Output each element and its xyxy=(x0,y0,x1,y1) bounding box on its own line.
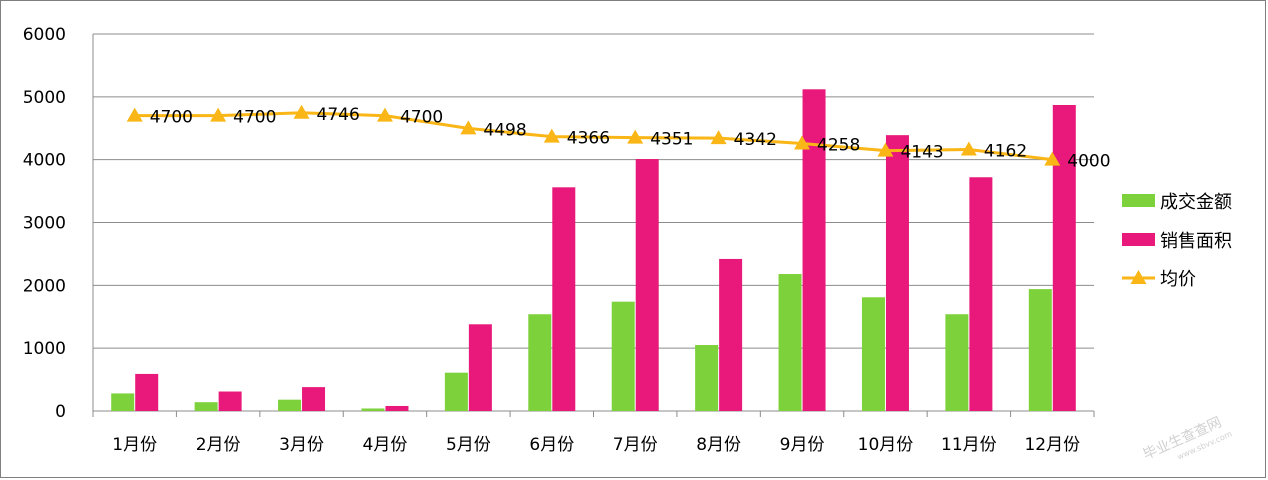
point-marker xyxy=(126,107,143,122)
bar xyxy=(444,372,468,411)
legend-label: 均价 xyxy=(1160,269,1196,290)
data-label: 4700 xyxy=(150,108,193,128)
x-tick-label: 7月份 xyxy=(613,435,658,455)
data-label: 4498 xyxy=(483,120,526,140)
point-marker xyxy=(293,104,310,119)
grid-lines xyxy=(92,33,1095,417)
data-label: 4700 xyxy=(233,108,276,128)
point-marker xyxy=(960,141,977,156)
bar xyxy=(552,187,576,411)
x-tick-label: 9月份 xyxy=(780,435,825,455)
data-label: 4366 xyxy=(567,129,610,149)
bar xyxy=(1052,105,1076,412)
point-marker xyxy=(627,129,644,144)
point-marker xyxy=(794,135,811,150)
x-tick-label: 6月份 xyxy=(529,435,574,455)
bar xyxy=(635,159,659,411)
legend-swatch xyxy=(1122,194,1155,207)
bar xyxy=(885,135,909,411)
x-tick-label: 1月份 xyxy=(112,435,157,455)
bar xyxy=(1028,289,1052,411)
bar xyxy=(695,345,719,411)
y-tick-label: 2000 xyxy=(23,276,66,296)
data-label: 4342 xyxy=(734,130,777,150)
bar xyxy=(218,391,242,411)
bar xyxy=(861,297,885,411)
legend-swatch xyxy=(1122,233,1155,246)
point-marker xyxy=(1044,151,1061,166)
y-axis-ticks: 0 1000 2000 3000 4000 5000 6000 xyxy=(23,25,66,422)
bar xyxy=(778,274,802,411)
point-marker xyxy=(710,130,727,145)
point-marker xyxy=(460,120,477,135)
bar xyxy=(111,393,135,411)
legend-label: 成交金额 xyxy=(1160,192,1232,213)
y-tick-label: 4000 xyxy=(23,151,66,171)
x-tick-label: 3月份 xyxy=(279,435,324,455)
bar xyxy=(385,405,409,411)
bar xyxy=(611,301,635,411)
data-label: 4143 xyxy=(900,143,943,163)
bar xyxy=(945,314,969,411)
point-marker xyxy=(210,107,227,122)
series-line xyxy=(134,111,1053,162)
data-label: 4258 xyxy=(817,135,860,155)
x-axis-ticks: 1月份 2月份 3月份 4月份 5月份 6月份 7月份 8月份 9月份 10月份 11月份 12月份 xyxy=(112,435,1080,455)
point-marker xyxy=(543,128,560,143)
data-label: 4700 xyxy=(400,108,443,128)
x-tick-label: 2月份 xyxy=(196,435,241,455)
line-series: 4700 4700 4746 4700 4498 4366 4351 4342 4258 4143… xyxy=(126,104,1111,172)
x-tick-label: 5月份 xyxy=(446,435,491,455)
data-label: 4746 xyxy=(317,105,360,125)
bar xyxy=(528,314,552,411)
x-tick-label: 12月份 xyxy=(1024,435,1080,455)
y-tick-label: 6000 xyxy=(23,25,66,45)
bar xyxy=(302,387,326,411)
y-tick-label: 1000 xyxy=(23,339,66,359)
bar xyxy=(719,258,743,411)
y-tick-label: 0 xyxy=(55,402,66,422)
data-label: 4162 xyxy=(984,141,1027,161)
point-marker xyxy=(376,107,393,122)
bar xyxy=(361,408,385,411)
x-tick-label: 4月份 xyxy=(363,435,408,455)
bar xyxy=(194,402,218,411)
bar xyxy=(135,373,159,411)
data-label: 4351 xyxy=(650,130,693,150)
data-label: 4000 xyxy=(1067,152,1110,172)
legend-label: 销售面积 xyxy=(1160,231,1232,252)
bar-series xyxy=(111,89,1076,412)
bar xyxy=(278,399,302,411)
point-marker xyxy=(877,142,894,157)
x-tick-label: 10月份 xyxy=(858,435,914,455)
legend-marker xyxy=(1130,270,1147,284)
y-tick-label: 3000 xyxy=(23,214,66,234)
x-tick-label: 8月份 xyxy=(696,435,741,455)
y-tick-label: 5000 xyxy=(23,88,66,108)
bar xyxy=(468,324,492,411)
bar xyxy=(969,177,993,411)
x-tick-label: 11月份 xyxy=(941,435,997,455)
bar xyxy=(802,89,826,411)
